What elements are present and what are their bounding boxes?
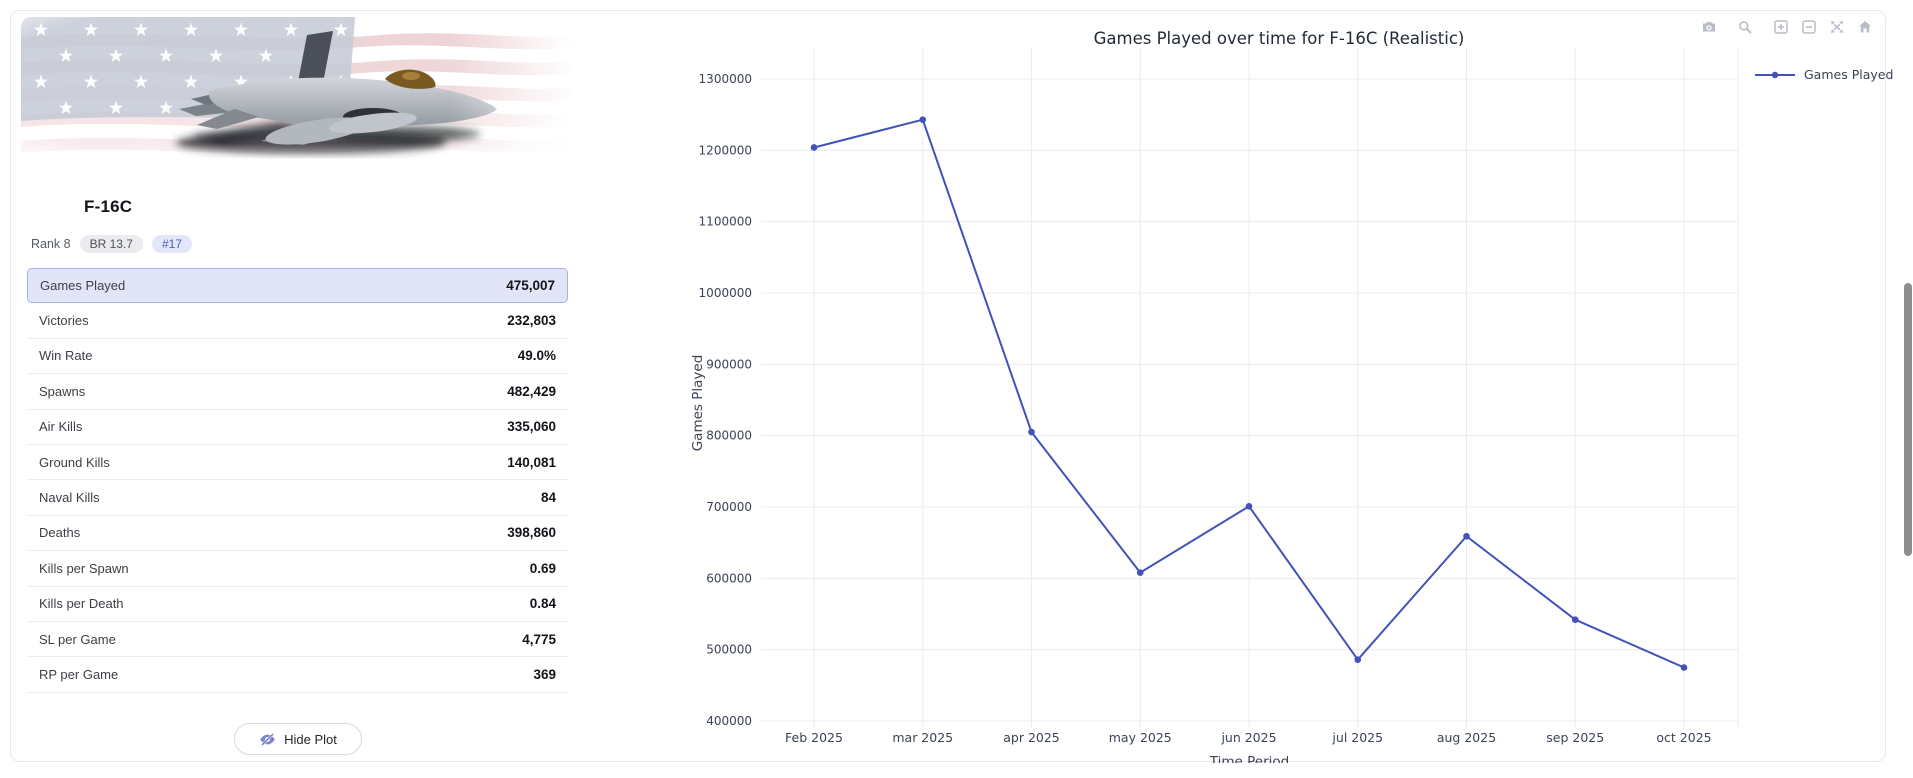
stat-label: Ground Kills: [39, 454, 110, 470]
svg-text:900000: 900000: [706, 357, 752, 371]
stat-value: 84: [540, 490, 556, 506]
legend-line-sample: [1755, 71, 1795, 78]
stat-label: Spawns: [39, 383, 86, 399]
stat-value: 475,007: [506, 278, 555, 294]
stat-value: 335,060: [507, 419, 556, 435]
stat-label: Deaths: [39, 525, 81, 541]
stat-row-victories[interactable]: Victories 232,803: [27, 303, 568, 339]
svg-text:sep 2025: sep 2025: [1546, 730, 1604, 745]
reset-axes-home-icon[interactable]: [1851, 20, 1879, 34]
rank-label: Rank 8: [31, 237, 71, 251]
rank-row: Rank 8 BR 13.7 #17: [31, 233, 192, 255]
vehicle-title: F-16C: [84, 197, 133, 216]
vehicle-image: [21, 17, 571, 176]
stat-row-naval-kills[interactable]: Naval Kills 84: [27, 480, 568, 516]
chart-title: Games Played over time for F-16C (Realis…: [1093, 29, 1465, 48]
stat-row-air-kills[interactable]: Air Kills 335,060: [27, 410, 568, 445]
stats-table: Games Played 475,007 Victories 232,803 W…: [27, 268, 568, 693]
stat-label: RP per Game: [39, 666, 119, 682]
stat-row-rp-per-game[interactable]: RP per Game 369: [27, 657, 568, 693]
stat-value: 398,860: [507, 525, 556, 541]
window-scrollbar-thumb[interactable]: [1904, 283, 1912, 556]
svg-text:1000000: 1000000: [699, 286, 752, 300]
eye-off-icon: [259, 732, 276, 747]
svg-text:apr 2025: apr 2025: [1003, 730, 1060, 745]
svg-text:oct 2025: oct 2025: [1656, 730, 1711, 745]
svg-text:Feb 2025: Feb 2025: [785, 730, 843, 745]
stat-value: 232,803: [507, 313, 556, 329]
plot-modebar: [1695, 20, 1879, 34]
stat-row-games-played[interactable]: Games Played 475,007: [27, 268, 568, 304]
games-played-chart[interactable]: Games Played over time for F-16C (Realis…: [588, 11, 1893, 763]
stat-row-kills-per-spawn[interactable]: Kills per Spawn 0.69: [27, 551, 568, 587]
zoom-in-icon[interactable]: [1767, 20, 1795, 34]
stat-value: 0.84: [529, 596, 556, 612]
zoom-out-icon[interactable]: [1795, 20, 1823, 34]
svg-text:Time Period: Time Period: [1209, 754, 1289, 763]
svg-text:mar 2025: mar 2025: [892, 730, 953, 745]
svg-text:may 2025: may 2025: [1109, 730, 1172, 745]
stat-row-ground-kills[interactable]: Ground Kills 140,081: [27, 445, 568, 481]
stat-row-sl-per-game[interactable]: SL per Game 4,775: [27, 622, 568, 658]
svg-text:1100000: 1100000: [699, 215, 752, 229]
svg-text:500000: 500000: [706, 643, 752, 657]
stat-row-spawns[interactable]: Spawns 482,429: [27, 374, 568, 410]
svg-text:jun 2025: jun 2025: [1220, 730, 1276, 745]
stat-label: Win Rate: [39, 348, 93, 364]
stat-label: SL per Game: [39, 631, 116, 647]
f16-over-us-flag-graphic: [21, 17, 571, 176]
autoscale-icon[interactable]: [1823, 20, 1851, 34]
zoom-icon[interactable]: [1731, 20, 1759, 34]
svg-text:400000: 400000: [706, 714, 752, 728]
hide-plot-label: Hide Plot: [284, 731, 337, 747]
svg-text:800000: 800000: [706, 429, 752, 443]
legend-label: Games Played: [1804, 67, 1894, 82]
stat-label: Naval Kills: [39, 490, 100, 506]
vehicle-panel: F-16C Rank 8 BR 13.7 #17 Games Played 47…: [11, 11, 588, 763]
stat-value: 482,429: [507, 383, 556, 399]
camera-icon[interactable]: [1695, 20, 1723, 34]
stat-row-deaths[interactable]: Deaths 398,860: [27, 516, 568, 552]
svg-text:aug 2025: aug 2025: [1437, 730, 1496, 745]
stat-row-win-rate[interactable]: Win Rate 49.0%: [27, 339, 568, 375]
stat-label: Victories: [39, 313, 89, 329]
svg-text:1300000: 1300000: [699, 72, 752, 86]
stat-value: 4,775: [522, 631, 556, 647]
legend-item-games-played[interactable]: Games Played: [1754, 67, 1893, 82]
svg-text:700000: 700000: [706, 500, 752, 514]
svg-text:jul 2025: jul 2025: [1331, 730, 1383, 745]
stat-row-kills-per-death[interactable]: Kills per Death 0.84: [27, 587, 568, 622]
br-badge: BR 13.7: [79, 235, 143, 253]
position-badge: #17: [151, 235, 192, 253]
main-card: F-16C Rank 8 BR 13.7 #17 Games Played 47…: [10, 10, 1893, 763]
stat-value: 0.69: [529, 560, 556, 576]
stat-label: Kills per Spawn: [39, 560, 129, 576]
stat-label: Kills per Death: [39, 596, 124, 612]
svg-text:1200000: 1200000: [699, 143, 752, 157]
plot-area[interactable]: 400000 500000 600000 700000 800000 900000 1000…: [588, 11, 1887, 763]
stat-label: Air Kills: [39, 419, 83, 435]
svg-text:600000: 600000: [706, 571, 752, 585]
stat-value: 140,081: [507, 454, 556, 470]
svg-text:Games Played: Games Played: [690, 355, 706, 452]
stat-label: Games Played: [40, 278, 126, 294]
stat-value: 369: [533, 666, 556, 682]
hide-plot-button[interactable]: Hide Plot: [234, 723, 362, 755]
stat-value: 49.0%: [517, 348, 556, 364]
window-scrollbar-track[interactable]: [1903, 0, 1913, 778]
